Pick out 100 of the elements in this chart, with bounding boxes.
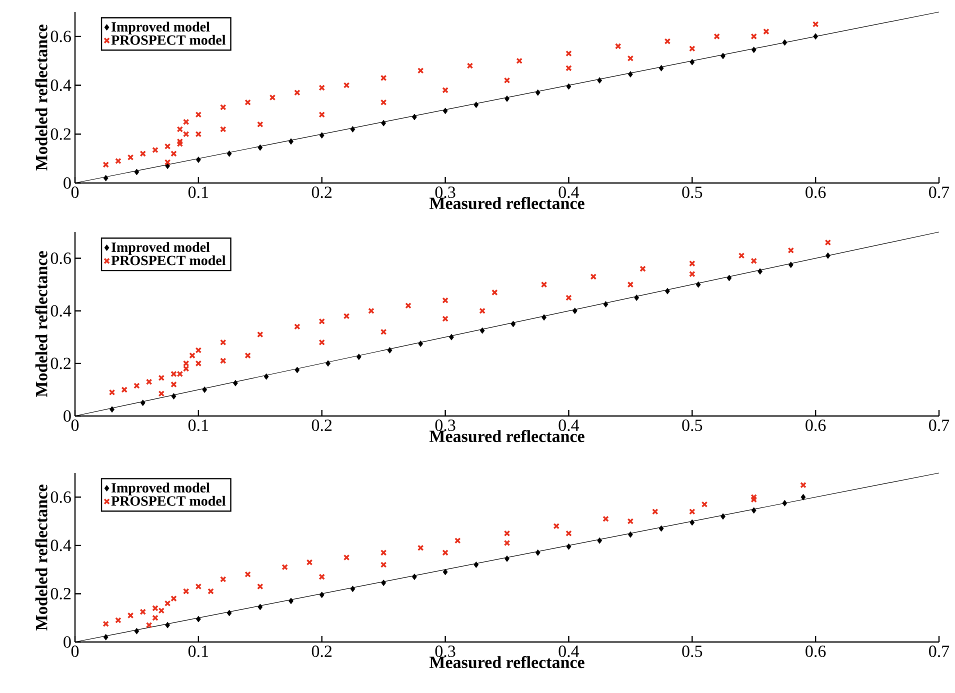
point <box>380 99 387 106</box>
x-tick-label: 0 <box>71 646 79 658</box>
point <box>258 604 263 610</box>
point <box>479 308 486 314</box>
point <box>115 158 122 164</box>
point <box>750 496 758 503</box>
x-tick-label: 0 <box>71 420 79 432</box>
point <box>602 516 609 522</box>
x-tick-label: 0.3 <box>435 186 456 198</box>
point <box>782 500 788 506</box>
x-tick-label: 0.7 <box>929 420 950 432</box>
x-tick-label: 0.3 <box>435 646 456 658</box>
point <box>597 77 602 84</box>
point <box>244 99 251 106</box>
point <box>466 62 474 69</box>
point <box>688 508 696 515</box>
point <box>294 323 300 330</box>
point <box>208 588 214 594</box>
point <box>412 574 417 580</box>
point <box>176 140 184 148</box>
point <box>738 252 745 259</box>
point <box>782 39 788 46</box>
point <box>264 373 269 380</box>
point <box>164 159 171 166</box>
point <box>381 580 386 586</box>
point <box>202 386 208 393</box>
point <box>343 312 350 320</box>
y-tick-label: 0 <box>64 636 71 648</box>
point <box>720 513 726 520</box>
point <box>387 347 392 354</box>
point <box>152 146 158 154</box>
point <box>189 352 196 359</box>
x-axis-title: Measured reflectance <box>429 196 584 210</box>
point <box>380 328 387 336</box>
point <box>170 150 177 157</box>
point <box>103 634 108 640</box>
point <box>294 366 300 374</box>
point <box>140 608 146 615</box>
point <box>121 386 128 393</box>
point <box>442 568 448 576</box>
point <box>542 314 546 321</box>
point <box>170 595 177 602</box>
point <box>688 45 696 52</box>
point <box>110 406 114 413</box>
point <box>627 281 634 288</box>
point <box>664 38 671 44</box>
point <box>233 380 238 386</box>
x-tick-label: 0.2 <box>312 646 332 658</box>
point <box>714 33 720 40</box>
point <box>504 540 510 546</box>
x-tick-label: 0.1 <box>188 186 208 198</box>
y-tick-label: 0 <box>64 410 71 422</box>
x-axis-title: Measured reflectance <box>429 656 584 668</box>
point <box>566 530 572 537</box>
point <box>690 519 695 526</box>
point <box>127 154 134 161</box>
point <box>294 89 300 96</box>
point <box>658 525 664 532</box>
point <box>318 339 326 346</box>
y-tick-label: 0.6 <box>50 30 71 42</box>
point <box>381 120 386 126</box>
point <box>751 507 756 514</box>
x-tick-label: 0.6 <box>806 420 826 432</box>
point <box>288 138 294 145</box>
point <box>825 252 830 259</box>
point <box>665 288 670 294</box>
point <box>356 354 362 360</box>
point <box>553 522 560 530</box>
legend-label: Improved model <box>112 22 210 34</box>
point <box>603 301 608 308</box>
point <box>318 84 326 91</box>
point <box>720 52 726 60</box>
point <box>182 366 190 372</box>
point <box>326 360 330 367</box>
point <box>165 622 170 628</box>
point <box>115 617 122 624</box>
point <box>196 156 201 163</box>
point <box>751 46 756 54</box>
point <box>590 274 597 280</box>
point <box>726 274 732 282</box>
x-tick-label: 0.7 <box>929 646 950 658</box>
point <box>454 537 461 544</box>
point <box>688 260 696 267</box>
point <box>258 144 263 151</box>
point <box>195 360 202 367</box>
point <box>688 270 696 278</box>
legend-label: PROSPECT model <box>111 255 226 266</box>
point <box>158 390 165 397</box>
legend-label: Improved model <box>112 242 210 255</box>
point <box>442 87 448 94</box>
point <box>196 616 201 622</box>
point <box>442 550 448 556</box>
point <box>492 289 498 296</box>
point <box>380 74 387 82</box>
point <box>146 378 152 385</box>
point <box>288 598 294 604</box>
point <box>763 28 770 35</box>
point <box>572 308 578 314</box>
point <box>152 614 158 622</box>
point <box>690 58 695 66</box>
